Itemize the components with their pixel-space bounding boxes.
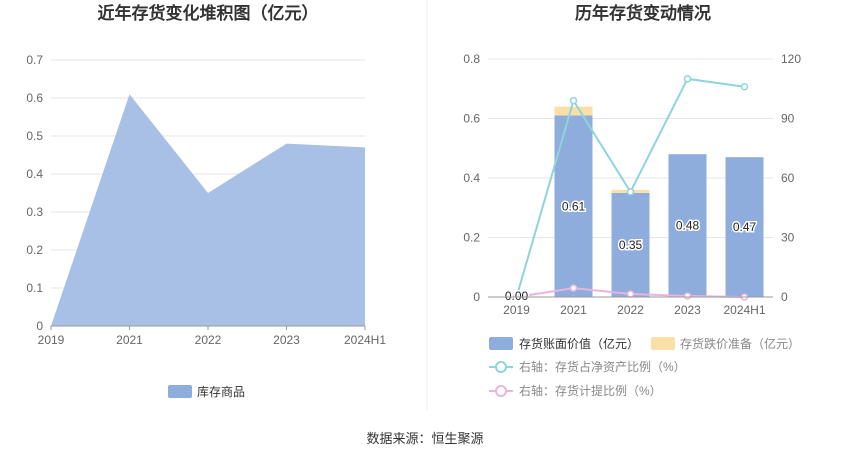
right-legend: 存货账面价值（亿元） 存货跌价准备（亿元） 右轴：存货占净资产比例（%） 右轴：…	[489, 336, 800, 398]
legend-item-net-asset-ratio[interactable]: 右轴：存货占净资产比例（%）	[489, 359, 686, 374]
right-left-y-axis: 0 0.2 0.4 0.6 0.8	[463, 52, 480, 304]
right-left-y-tick-label: 0.6	[463, 112, 480, 126]
right-left-y-tick-label: 0.2	[463, 231, 480, 245]
point-provision-ratio[interactable]	[569, 284, 578, 292]
legend-swatch-book-value	[489, 337, 513, 350]
legend-label-impairment: 存货跌价准备（亿元）	[680, 336, 800, 351]
right-x-tick-label: 2023	[674, 303, 701, 317]
legend-marker-net-asset-ratio	[495, 361, 507, 373]
bar-value-label: 0.48	[676, 219, 700, 233]
bar-value-label: 0.47	[733, 220, 757, 234]
right-x-tick-label: 2022	[617, 303, 644, 317]
left-y-tick-label: 0.1	[26, 281, 43, 295]
point-provision-ratio[interactable]	[626, 290, 635, 298]
legend-label-inventory-goods: 库存商品	[197, 384, 245, 399]
point-net-asset-ratio[interactable]	[740, 83, 749, 91]
legend-item-impairment[interactable]: 存货跌价准备（亿元）	[651, 336, 800, 351]
right-right-y-tick-label: 120	[781, 52, 801, 66]
left-area-chart: 近年存货变化堆积图（亿元） 0 0.1 0.2 0.3 0.4 0.5 0.6 0.7 201…	[26, 3, 386, 399]
right-x-tick-label: 2019	[503, 303, 530, 317]
point-net-asset-ratio[interactable]	[569, 96, 578, 105]
point-provision-ratio[interactable]	[683, 292, 692, 300]
legend-item-book-value[interactable]: 存货账面价值（亿元）	[489, 336, 639, 351]
bar-value-label: 0.35	[619, 238, 643, 252]
right-left-y-tick-label: 0	[473, 290, 480, 304]
left-legend[interactable]: 库存商品	[168, 384, 245, 399]
right-data-labels: 0.00 0.61 0.35 0.48 0.47	[503, 198, 758, 305]
right-right-y-axis: 0 30 60 90 120	[781, 52, 801, 304]
bar-book-value[interactable]	[725, 157, 764, 297]
right-left-y-tick-label: 0.4	[463, 171, 480, 185]
left-x-tick-label: 2024H1	[344, 333, 386, 347]
legend-label-book-value: 存货账面价值（亿元）	[519, 336, 639, 351]
right-right-y-tick-label: 0	[781, 290, 788, 304]
legend-item-provision-ratio[interactable]: 右轴：存货计提比例（%）	[489, 383, 662, 398]
left-y-tick-label: 0.5	[26, 129, 43, 143]
right-chart-title: 历年存货变动情况	[575, 3, 711, 23]
bar-value-label: 0.00	[505, 289, 529, 303]
bar-book-value[interactable]	[668, 154, 707, 297]
right-line-series	[512, 75, 749, 301]
area-inventory-goods	[51, 94, 365, 326]
left-y-axis: 0 0.1 0.2 0.3 0.4 0.5 0.6 0.7	[26, 53, 43, 333]
legend-marker-provision-ratio	[495, 385, 507, 397]
left-x-axis: 2019 2021 2022 2023 2024H1	[38, 325, 386, 347]
left-y-tick-label: 0.3	[26, 205, 43, 219]
left-y-tick-label: 0.7	[26, 53, 43, 67]
right-x-axis: 2019 2021 2022 2023 2024H1	[488, 296, 773, 317]
bar-value-label: 0.61	[562, 199, 586, 213]
legend-label-provision-ratio: 右轴：存货计提比例（%）	[519, 383, 662, 398]
left-y-tick-label: 0.4	[26, 167, 43, 181]
left-area-series	[51, 94, 365, 326]
data-source: 数据来源：恒生聚源	[366, 431, 483, 446]
left-y-tick-label: 0	[36, 319, 43, 333]
right-x-tick-label: 2021	[560, 303, 587, 317]
left-y-tick-label: 0.2	[26, 243, 43, 257]
right-x-tick-label: 2024H1	[723, 303, 765, 317]
left-chart-title: 近年存货变化堆积图（亿元）	[98, 3, 319, 23]
right-right-y-tick-label: 60	[781, 171, 795, 185]
right-left-y-tick-label: 0.8	[463, 52, 480, 66]
left-x-tick-label: 2021	[116, 333, 143, 347]
point-net-asset-ratio[interactable]	[683, 75, 692, 83]
legend-swatch-impairment	[651, 337, 675, 350]
legend-label-net-asset-ratio: 右轴：存货占净资产比例（%）	[519, 359, 686, 374]
bar-impairment[interactable]	[554, 106, 593, 116]
right-right-y-tick-label: 30	[781, 231, 795, 245]
legend-swatch-inventory-goods	[168, 385, 192, 398]
left-x-tick-label: 2019	[38, 333, 65, 347]
right-right-y-tick-label: 90	[781, 112, 795, 126]
left-x-tick-label: 2022	[195, 333, 222, 347]
point-net-asset-ratio[interactable]	[626, 188, 635, 196]
left-x-tick-label: 2023	[273, 333, 300, 347]
bar-book-value[interactable]	[611, 192, 650, 297]
left-y-tick-label: 0.6	[26, 91, 43, 105]
